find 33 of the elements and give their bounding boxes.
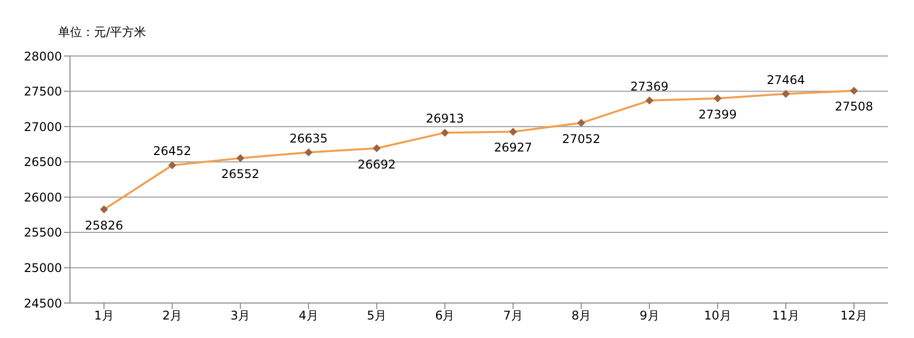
data-label: 26927	[494, 140, 532, 155]
x-tick-label: 8月	[571, 308, 592, 323]
y-tick-label: 24500	[24, 296, 62, 310]
data-label: 27052	[562, 132, 600, 146]
x-tick-label: 9月	[640, 308, 660, 323]
data-label: 27369	[630, 80, 669, 94]
data-label: 27508	[834, 100, 874, 114]
x-tick-label: 4月	[298, 308, 318, 323]
data-label: 27464	[766, 72, 805, 87]
x-tick-label: 12月	[840, 308, 868, 323]
data-label: 26452	[153, 144, 192, 158]
x-tick-label: 5月	[366, 308, 387, 323]
x-tick-label: 10月	[704, 308, 732, 323]
data-label: 26913	[426, 112, 464, 126]
data-label: 26552	[221, 167, 260, 182]
y-tick-label: 26000	[24, 190, 62, 204]
data-label: 27399	[698, 107, 737, 122]
y-tick-label: 25000	[24, 260, 62, 275]
data-label: 26692	[358, 157, 396, 172]
data-label: 25826	[84, 218, 124, 232]
x-tick-label: 11月	[772, 308, 800, 323]
y-axis-title: 单位：元/平方米	[58, 24, 146, 41]
x-tick-label: 3月	[230, 308, 250, 323]
y-tick-label: 27500	[24, 84, 62, 99]
y-tick-label: 26500	[24, 155, 62, 170]
y-tick-label: 25500	[24, 226, 62, 240]
data-label: 26635	[289, 131, 328, 146]
y-tick-label: 28000	[24, 49, 62, 64]
x-tick-label: 2月	[162, 308, 182, 323]
x-tick-label: 7月	[503, 308, 523, 323]
x-tick-label: 6月	[435, 308, 455, 323]
y-tick-label: 27000	[24, 120, 62, 134]
x-tick-label: 1月	[94, 308, 114, 323]
